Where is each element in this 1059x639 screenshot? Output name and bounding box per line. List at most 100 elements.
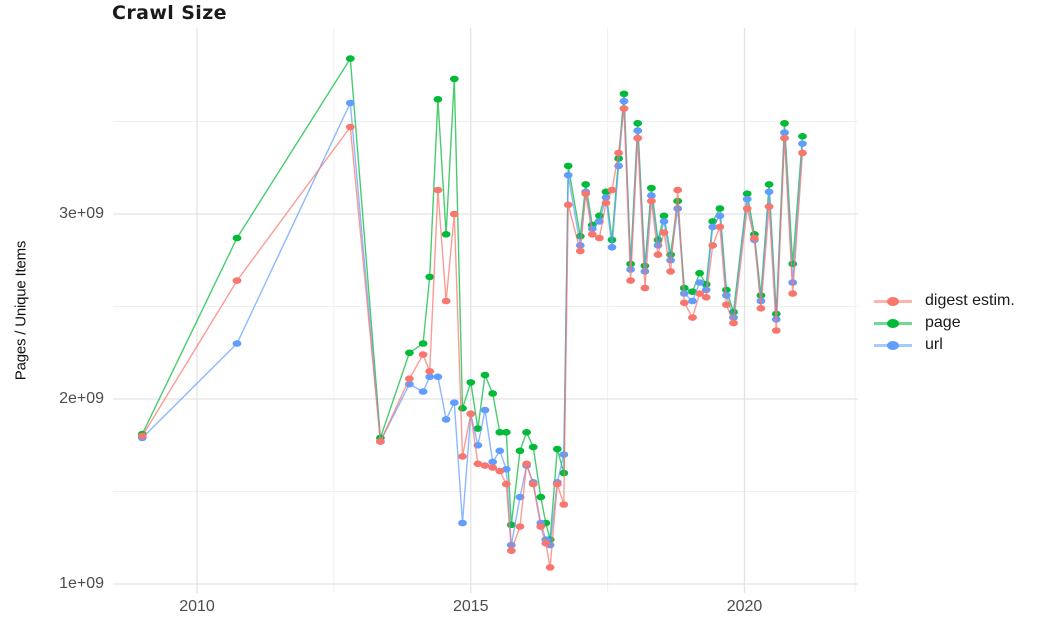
data-point (750, 234, 759, 242)
data-point (695, 269, 704, 277)
data-point (673, 205, 683, 212)
data-point (798, 149, 807, 157)
data-point (708, 223, 718, 231)
series-digest-estim (137, 105, 807, 571)
data-point (780, 134, 789, 142)
data-point (679, 299, 689, 307)
data-point (418, 351, 428, 358)
data-point (659, 218, 669, 225)
data-point (345, 99, 355, 107)
data-point (764, 181, 774, 188)
data-point (488, 464, 498, 471)
data-point (715, 223, 725, 231)
y-tick-label: 3e+09 (59, 205, 104, 222)
data-point (659, 212, 669, 220)
data-point (425, 273, 435, 281)
data-point (536, 523, 546, 530)
data-point (780, 120, 789, 127)
data-point (441, 231, 451, 238)
data-point (441, 416, 451, 423)
data-point (345, 123, 355, 131)
data-point (345, 55, 355, 62)
data-point (640, 284, 650, 292)
data-point (601, 199, 611, 207)
legend-key-icon (874, 336, 912, 354)
data-point (522, 460, 531, 468)
legend-dot-swatch (887, 341, 899, 350)
data-point (488, 458, 498, 466)
data-point (575, 247, 585, 255)
x-tick-label: 2020 (726, 598, 763, 615)
data-point (405, 375, 414, 383)
data-point (480, 406, 490, 414)
data-point (405, 349, 414, 357)
data-point (614, 149, 623, 157)
data-point (619, 97, 629, 105)
data-point (480, 371, 490, 379)
data-point (742, 195, 752, 203)
data-point (473, 460, 483, 468)
data-point (715, 212, 725, 220)
data-point (418, 388, 428, 395)
data-point (640, 268, 650, 275)
data-point (764, 203, 774, 210)
data-point (647, 184, 656, 192)
data-point (715, 205, 725, 212)
data-point (633, 134, 643, 142)
data-point (701, 286, 711, 294)
data-point (495, 447, 505, 455)
data-point (788, 290, 798, 297)
data-point (722, 301, 731, 309)
data-point (515, 447, 525, 455)
data-point (798, 133, 807, 140)
data-point (587, 231, 597, 238)
data-point (488, 390, 498, 397)
y-tick-label: 1e+09 (59, 575, 104, 592)
data-point (473, 425, 483, 432)
data-point (515, 523, 525, 530)
x-tick-label: 2010 (179, 598, 215, 615)
data-point (659, 229, 669, 236)
data-point (619, 105, 629, 112)
x-tick-label: 2015 (452, 598, 489, 615)
data-point (418, 340, 428, 347)
data-point (695, 279, 704, 286)
data-point (466, 379, 476, 386)
data-point (458, 453, 467, 460)
data-point (780, 129, 789, 136)
data-point (764, 188, 774, 196)
data-point (607, 244, 617, 251)
data-point (425, 373, 435, 381)
data-point (425, 368, 435, 375)
data-point (742, 205, 752, 212)
legend-dot-swatch (887, 297, 899, 306)
data-point (552, 445, 562, 453)
data-point (666, 257, 675, 264)
data-point (528, 443, 538, 451)
data-point (559, 501, 569, 508)
data-point (559, 451, 569, 458)
data-point (501, 429, 511, 436)
data-point (458, 519, 467, 527)
data-point (653, 251, 663, 258)
data-point (495, 429, 505, 436)
data-point (708, 242, 718, 249)
data-point (688, 297, 697, 305)
data-point (441, 297, 451, 305)
data-point (545, 564, 555, 571)
data-point (515, 493, 525, 501)
legend-label: digest estim. (925, 292, 1015, 309)
legend-item: page (874, 312, 1015, 334)
data-point (581, 181, 591, 188)
data-point (742, 190, 752, 197)
data-point (633, 127, 643, 134)
data-point (541, 540, 551, 547)
data-point (581, 190, 591, 197)
data-point (433, 186, 443, 194)
series-url (137, 97, 807, 549)
data-point (647, 197, 656, 205)
data-point (449, 75, 459, 83)
data-point (376, 438, 385, 445)
data-point (798, 140, 807, 147)
